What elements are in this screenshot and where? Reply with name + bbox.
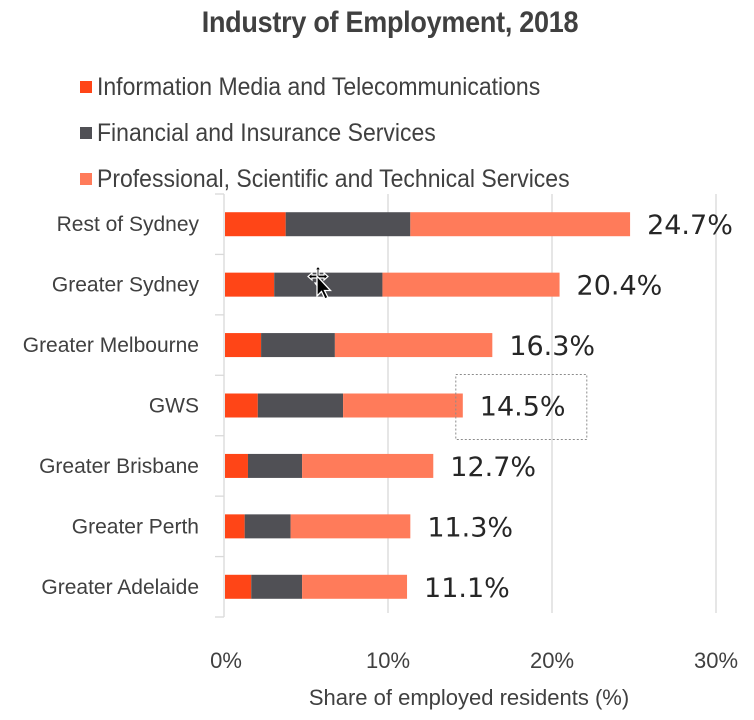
bar-segment[interactable]: [225, 272, 275, 297]
bar-series[interactable]: [225, 212, 631, 599]
bar-segment[interactable]: [225, 212, 286, 237]
bar-segment[interactable]: [261, 333, 335, 358]
selected-label-box[interactable]: [455, 374, 588, 440]
bar-segment[interactable]: [244, 514, 291, 539]
bar-segment[interactable]: [290, 514, 411, 539]
chart-title: Industry of Employment, 2018: [201, 6, 579, 39]
category-label: Greater Sydney: [52, 274, 200, 297]
x-tick-label: 10%: [366, 648, 410, 673]
bar-segment[interactable]: [257, 393, 344, 418]
legend-item-financial-insurance[interactable]: Financial and Insurance Services: [80, 110, 611, 156]
data-label[interactable]: 20.4%: [577, 271, 663, 302]
x-tick-labels: 0% 10% 20% 30%: [210, 648, 738, 673]
legend-label: Financial and Insurance Services: [97, 118, 436, 147]
bar-segment[interactable]: [225, 393, 258, 418]
bar-segment[interactable]: [251, 574, 303, 599]
category-label: Greater Adelaide: [41, 576, 199, 599]
data-label[interactable]: 12.7%: [450, 452, 536, 483]
bar-segment[interactable]: [382, 272, 560, 297]
legend-swatch-information-media: [80, 81, 92, 93]
bar-segment[interactable]: [247, 453, 303, 478]
bar-segment[interactable]: [225, 574, 252, 599]
bar-segment[interactable]: [225, 453, 248, 478]
legend-swatch-professional-scientific: [80, 173, 92, 185]
x-tick-label: 20%: [530, 648, 574, 673]
bar-segment[interactable]: [334, 333, 493, 358]
data-labels[interactable]: 24.7% 20.4% 16.3% 14.5% 12.7% 11.3% 11.1%: [424, 210, 733, 604]
chart-legend[interactable]: Information Media and Telecommunications…: [80, 64, 611, 202]
category-label: Greater Brisbane: [39, 455, 199, 478]
category-label: Greater Melbourne: [23, 334, 199, 357]
category-label: Rest of Sydney: [57, 213, 200, 236]
category-label: GWS: [149, 395, 199, 418]
data-label[interactable]: 11.3%: [427, 512, 513, 543]
legend-label: Information Media and Telecommunications: [97, 72, 541, 101]
bar-segment[interactable]: [302, 574, 408, 599]
category-label: Greater Perth: [72, 515, 199, 538]
bar-segment[interactable]: [285, 212, 411, 237]
x-tick-label: 0%: [210, 648, 242, 673]
bar-segment[interactable]: [225, 333, 262, 358]
legend-swatch-financial-insurance: [80, 127, 92, 139]
data-label[interactable]: 16.3%: [509, 331, 595, 362]
bar-segment[interactable]: [410, 212, 631, 237]
category-labels: Rest of Sydney Greater Sydney Greater Melb…: [23, 213, 200, 599]
x-tick-label: 30%: [694, 648, 738, 673]
move-cursor-icon: [307, 265, 332, 300]
data-label[interactable]: 14.5%: [480, 392, 566, 423]
legend-label: Professional, Scientific and Technical S…: [97, 164, 570, 193]
legend-item-professional-scientific[interactable]: Professional, Scientific and Technical S…: [80, 156, 611, 202]
legend-item-information-media[interactable]: Information Media and Telecommunications: [80, 64, 611, 110]
data-label[interactable]: 24.7%: [647, 210, 733, 241]
x-axis-title: Share of employed residents (%): [309, 685, 629, 710]
y-axis: [215, 193, 225, 618]
bar-segment[interactable]: [225, 514, 245, 539]
bar-segment[interactable]: [302, 453, 434, 478]
data-label[interactable]: 11.1%: [424, 573, 510, 604]
bar-segment[interactable]: [343, 393, 463, 418]
